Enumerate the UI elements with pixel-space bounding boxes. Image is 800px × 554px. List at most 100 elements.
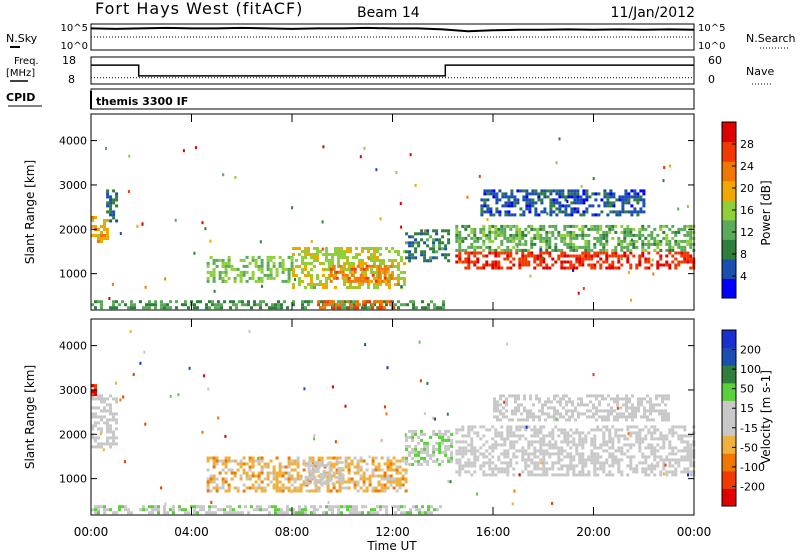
data-cell <box>278 471 282 475</box>
data-cell <box>550 415 553 419</box>
data-cell <box>633 210 637 214</box>
data-cell <box>689 233 693 237</box>
data-cell <box>640 397 643 401</box>
data-cell <box>438 435 442 439</box>
data-cell <box>362 477 366 481</box>
data-cell <box>386 474 390 478</box>
data-cell <box>224 264 228 268</box>
data-cell <box>518 260 522 264</box>
data-cell <box>302 459 306 463</box>
data-cell <box>600 198 604 202</box>
data-cell <box>478 174 481 178</box>
data-cell <box>266 261 270 265</box>
data-cell <box>486 204 490 208</box>
data-cell <box>578 254 582 258</box>
data-cell <box>509 260 513 264</box>
data-cell <box>629 434 633 438</box>
data-cell <box>557 428 561 432</box>
data-cell <box>581 230 585 234</box>
data-cell <box>509 254 513 258</box>
data-cell <box>539 461 543 465</box>
data-cell <box>506 437 510 441</box>
data-cell <box>124 303 127 307</box>
data-cell <box>287 456 291 460</box>
data-cell <box>606 198 610 202</box>
data-cell <box>565 409 568 413</box>
data-cell <box>163 505 166 509</box>
data-cell <box>310 274 313 277</box>
data-cell <box>646 394 649 398</box>
data-cell <box>615 213 619 217</box>
data-cell <box>653 452 657 456</box>
data-cell <box>570 207 574 211</box>
data-cell <box>368 480 372 484</box>
data-cell <box>362 300 366 304</box>
data-cell <box>263 462 267 466</box>
data-cell <box>576 210 580 214</box>
data-cell <box>614 449 618 453</box>
data-cell <box>239 465 243 469</box>
data-cell <box>542 455 546 459</box>
data-cell <box>287 276 291 280</box>
data-cell <box>501 204 505 208</box>
data-cell <box>181 508 184 512</box>
data-cell <box>323 303 327 307</box>
data-cell <box>569 254 573 258</box>
data-cell <box>458 440 462 444</box>
y-tick-label: 1000 <box>59 268 87 281</box>
data-cell <box>417 232 421 236</box>
data-cell <box>97 427 100 431</box>
data-cell <box>589 400 592 404</box>
data-cell <box>587 245 591 249</box>
data-cell <box>353 456 357 460</box>
data-cell <box>202 374 205 378</box>
data-cell <box>382 505 385 509</box>
data-cell <box>567 192 571 196</box>
data-cell <box>536 263 540 267</box>
data-cell <box>405 456 409 460</box>
data-cell <box>221 480 225 484</box>
data-cell <box>401 477 405 481</box>
data-cell <box>307 463 311 467</box>
data-cell <box>207 387 210 391</box>
data-cell <box>593 443 597 447</box>
data-cell <box>299 483 303 487</box>
data-cell <box>549 210 553 214</box>
data-cell <box>209 456 213 460</box>
data-cell <box>686 467 690 471</box>
data-cell <box>370 247 373 250</box>
data-cell <box>555 201 559 205</box>
data-cell <box>316 247 319 250</box>
data-cell <box>585 189 589 193</box>
data-cell <box>209 480 213 484</box>
data-cell <box>391 505 394 509</box>
data-cell <box>130 303 133 307</box>
data-cell <box>221 258 225 262</box>
data-cell <box>380 267 384 271</box>
data-cell <box>633 189 637 193</box>
data-cell <box>464 236 468 240</box>
data-cell <box>458 254 462 258</box>
data-cell <box>558 137 561 141</box>
data-cell <box>613 409 616 413</box>
data-cell <box>404 468 408 472</box>
data-cell <box>408 429 412 433</box>
data-cell <box>557 434 561 438</box>
data-cell <box>482 233 486 237</box>
data-cell <box>524 428 528 432</box>
data-cell <box>545 449 549 453</box>
data-cell <box>418 511 421 515</box>
data-cell <box>356 480 360 484</box>
data-cell <box>461 428 465 432</box>
data-cell <box>473 455 477 459</box>
data-cell <box>518 233 522 237</box>
data-cell <box>575 260 579 264</box>
data-cell <box>432 416 435 420</box>
data-cell <box>265 303 268 307</box>
data-cell <box>611 458 615 462</box>
data-cell <box>320 456 324 460</box>
data-cell <box>295 265 298 268</box>
data-cell <box>307 303 310 307</box>
data-cell <box>601 418 604 422</box>
data-cell <box>542 236 546 240</box>
